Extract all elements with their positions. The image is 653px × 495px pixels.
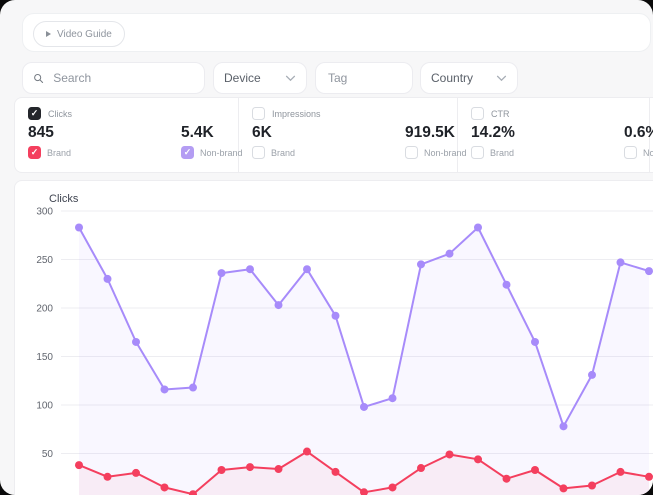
svg-text:200: 200 xyxy=(36,304,53,315)
nonbrand-checkbox[interactable] xyxy=(181,146,194,159)
brand-value: 14.2% xyxy=(471,124,515,141)
country-select[interactable]: Country xyxy=(420,62,518,94)
nonbrand-value: 919.5K xyxy=(405,124,455,141)
svg-text:250: 250 xyxy=(36,255,53,266)
chart-title: Clicks xyxy=(49,193,79,205)
nonbrand-value: 5.4K xyxy=(181,124,214,141)
top-bar-card: Video Guide xyxy=(22,13,651,52)
country-select-label: Country xyxy=(431,71,474,85)
brand-checkbox[interactable] xyxy=(28,146,41,159)
ctr-metric-checkbox[interactable] xyxy=(471,107,484,120)
nonbrand-checkbox[interactable] xyxy=(624,146,637,159)
chart-card: Clicks 300 250 200 150 100 50 xyxy=(14,180,653,495)
metric-card-clicks: Clicks 845 5.4K Brand Non-brand xyxy=(15,98,243,172)
brand-checkbox[interactable] xyxy=(252,146,265,159)
brand-checkbox[interactable] xyxy=(471,146,484,159)
chevron-down-icon xyxy=(496,75,507,81)
svg-text:150: 150 xyxy=(36,352,53,363)
brand-label: Brand xyxy=(271,147,296,158)
metric-card-impressions: Impressions 6K 919.5K Brand Non-brand xyxy=(239,98,467,172)
play-icon xyxy=(46,31,51,37)
chevron-down-icon xyxy=(285,75,296,81)
clicks-line-chart[interactable]: 300 250 200 150 100 50 xyxy=(15,181,653,495)
svg-text:100: 100 xyxy=(36,401,53,412)
metric-name: CTR xyxy=(491,108,510,119)
brand-value: 845 xyxy=(28,124,54,141)
metric-name: Impressions xyxy=(272,108,321,119)
metric-card-ctr: CTR 14.2% 0.6% Brand Non-brand xyxy=(458,98,653,172)
device-select[interactable]: Device xyxy=(213,62,307,94)
nonbrand-label: Non-brand xyxy=(424,147,467,158)
nonbrand-checkbox[interactable] xyxy=(405,146,418,159)
brand-label: Brand xyxy=(490,147,515,158)
device-select-label: Device xyxy=(224,71,261,85)
nonbrand-label: Non-brand xyxy=(643,147,653,158)
video-guide-label: Video Guide xyxy=(57,28,112,40)
metrics-bar: Clicks 845 5.4K Brand Non-brand Impressi… xyxy=(14,97,653,173)
brand-label: Brand xyxy=(47,147,72,158)
video-guide-button[interactable]: Video Guide xyxy=(33,21,125,47)
metric-name: Clicks xyxy=(48,108,72,119)
svg-text:50: 50 xyxy=(42,449,54,460)
svg-text:300: 300 xyxy=(36,207,53,218)
brand-value: 6K xyxy=(252,124,272,141)
search-box xyxy=(22,62,205,94)
nonbrand-label: Non-brand xyxy=(200,147,243,158)
clicks-metric-checkbox[interactable] xyxy=(28,107,41,120)
search-input[interactable] xyxy=(51,70,194,86)
tag-box xyxy=(315,62,413,94)
search-icon xyxy=(34,73,44,83)
nonbrand-value: 0.6% xyxy=(624,124,653,141)
tag-input[interactable] xyxy=(326,70,402,86)
impressions-metric-checkbox[interactable] xyxy=(252,107,265,120)
